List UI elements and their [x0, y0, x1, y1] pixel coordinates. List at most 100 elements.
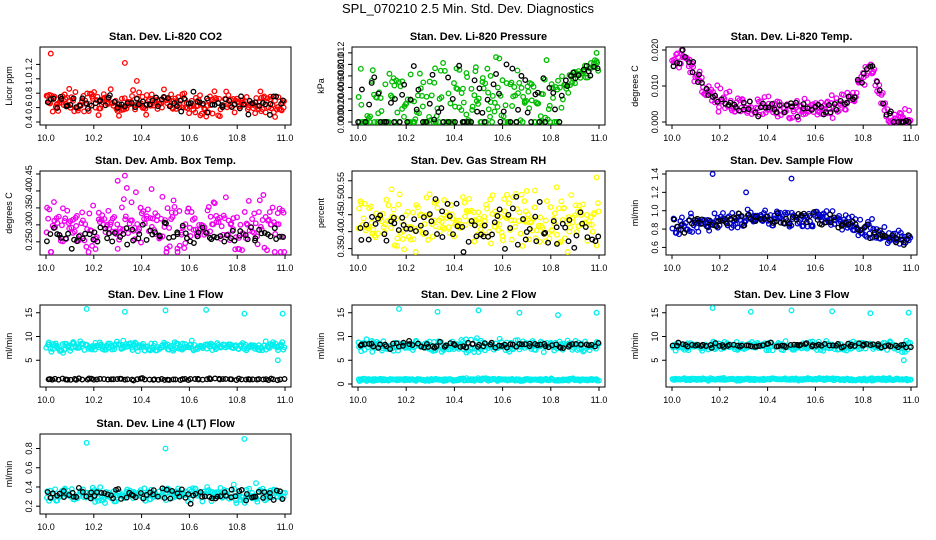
point	[212, 346, 219, 353]
chart-panel-9: Stan. Dev. Line 3 Flow ml/min 5 10 15 10.0 10.…	[630, 289, 919, 405]
point	[370, 343, 377, 350]
point	[412, 116, 419, 123]
point	[476, 85, 483, 92]
point	[479, 109, 486, 116]
point	[681, 229, 688, 236]
x-tick-label: 10.0	[663, 263, 681, 273]
point	[410, 63, 417, 70]
point	[769, 100, 776, 107]
point	[712, 340, 719, 347]
point	[54, 220, 61, 226]
point	[132, 339, 138, 346]
point	[224, 232, 230, 239]
point	[164, 205, 171, 212]
point	[71, 228, 78, 235]
point	[391, 82, 398, 89]
x-tick-label: 10.4	[133, 395, 151, 405]
y-tick-label: 1.4	[650, 168, 660, 181]
y-tick-label: 15	[650, 308, 660, 318]
point	[496, 55, 503, 62]
point	[64, 376, 71, 383]
point	[204, 95, 210, 102]
point	[450, 341, 457, 347]
point	[425, 236, 432, 243]
point	[745, 106, 752, 113]
point	[463, 111, 470, 118]
point	[900, 241, 907, 248]
point	[481, 340, 488, 347]
point	[571, 244, 578, 251]
point	[537, 214, 544, 221]
point	[507, 225, 514, 231]
point	[513, 119, 520, 125]
point	[509, 205, 516, 212]
point	[407, 71, 414, 78]
point	[128, 100, 135, 106]
point	[898, 233, 905, 240]
point	[250, 229, 257, 236]
point	[275, 221, 282, 228]
point	[774, 210, 781, 217]
point	[547, 204, 554, 211]
point	[860, 341, 867, 348]
point	[789, 114, 796, 121]
point	[415, 86, 422, 93]
point	[546, 85, 553, 91]
x-tick-label: 11.0	[277, 522, 294, 532]
point	[404, 96, 411, 103]
x-tick-label: 10.6	[181, 522, 199, 532]
point	[889, 232, 896, 239]
point	[265, 216, 272, 223]
x-tick-label: 10.6	[807, 133, 825, 143]
point	[67, 347, 74, 354]
point	[831, 101, 838, 107]
point	[451, 80, 457, 87]
point	[368, 79, 375, 86]
point	[404, 208, 411, 215]
point	[776, 102, 783, 109]
point	[93, 97, 100, 103]
point	[573, 232, 580, 239]
point	[406, 338, 413, 344]
point	[280, 234, 287, 240]
point	[507, 341, 514, 348]
point	[60, 349, 67, 356]
point	[426, 211, 433, 218]
point	[59, 341, 66, 348]
point	[429, 233, 436, 240]
point	[179, 376, 186, 383]
series-subset	[355, 61, 601, 125]
point	[594, 200, 601, 207]
point	[159, 193, 166, 200]
point	[49, 490, 56, 497]
point	[410, 236, 417, 243]
point	[496, 342, 503, 349]
outlier-point	[709, 305, 716, 311]
point	[674, 342, 680, 349]
point	[712, 92, 719, 99]
x-tick-label: 10.2	[85, 395, 103, 405]
point	[209, 495, 215, 502]
chart-title: Stan. Dev. Sample Flow	[730, 155, 853, 167]
point	[190, 240, 197, 246]
point	[595, 208, 602, 215]
point	[117, 225, 124, 232]
point	[181, 95, 188, 102]
point	[490, 81, 497, 88]
point	[438, 105, 445, 112]
point	[188, 209, 195, 215]
point	[565, 89, 572, 96]
point	[809, 342, 816, 348]
point	[256, 102, 263, 109]
point	[765, 100, 772, 107]
point	[388, 186, 395, 193]
point	[50, 95, 57, 102]
point	[399, 214, 406, 221]
point	[270, 496, 277, 503]
point	[522, 77, 529, 83]
point	[881, 107, 888, 114]
point	[167, 495, 174, 502]
point	[102, 225, 109, 232]
point	[848, 341, 855, 348]
point	[378, 218, 385, 225]
